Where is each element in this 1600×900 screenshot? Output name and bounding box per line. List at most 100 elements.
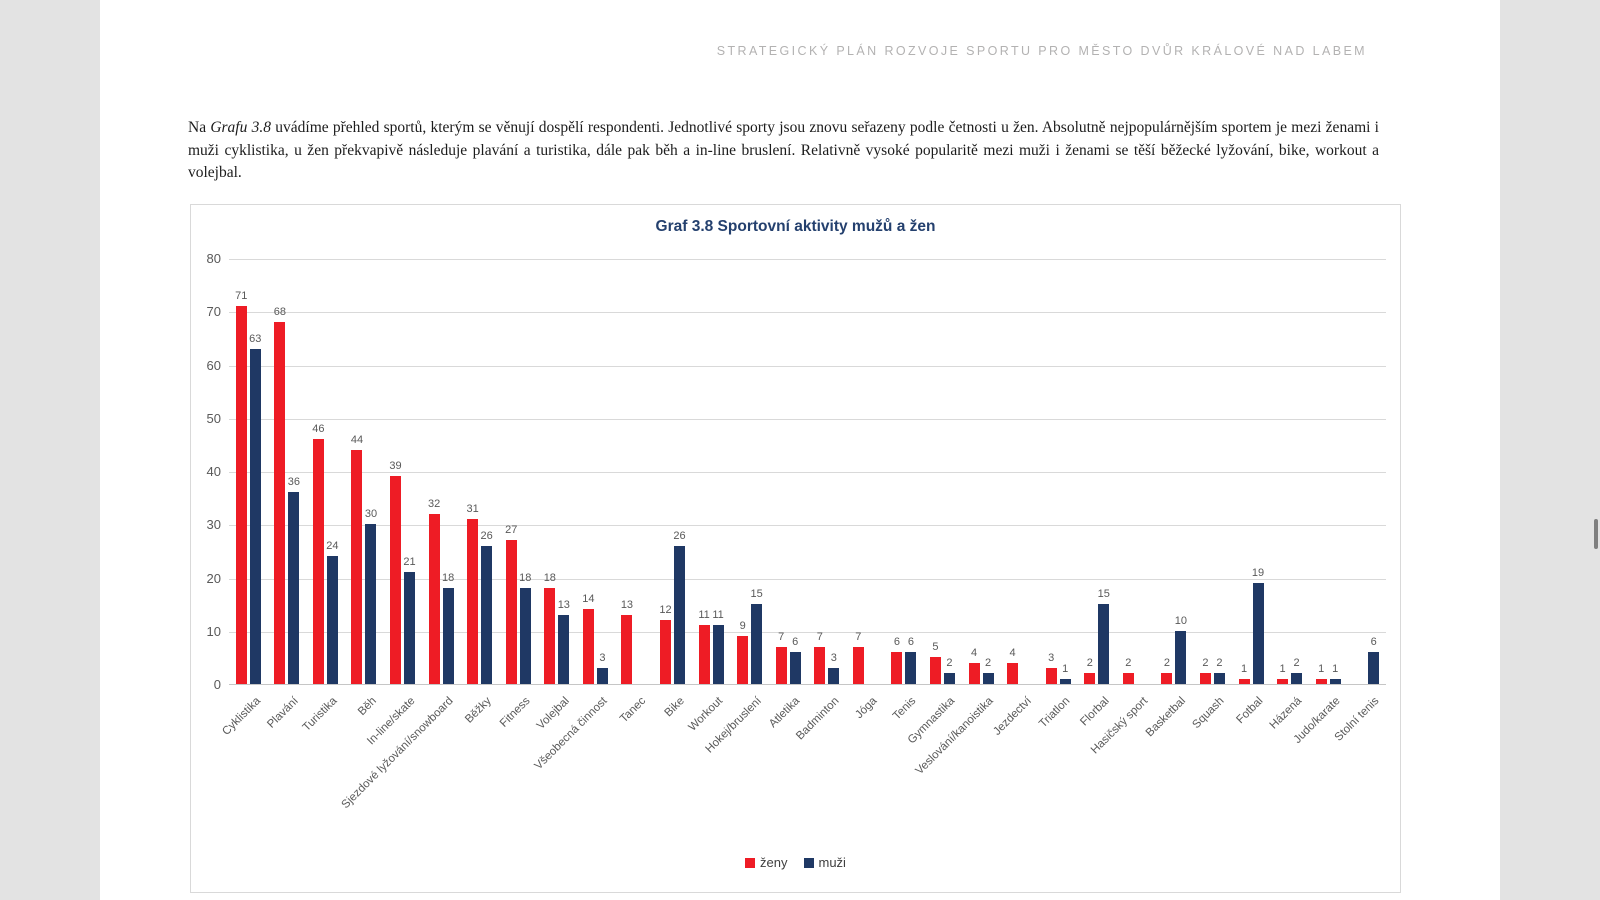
bar-zeny	[505, 540, 517, 684]
bar-muzi	[982, 673, 994, 684]
gridline	[229, 631, 1386, 633]
bar-zeny	[698, 625, 710, 684]
bar-zeny	[1161, 673, 1173, 684]
gridline	[229, 578, 1386, 580]
bar-value-label: 46	[312, 423, 325, 436]
scrollbar-thumb[interactable]	[1594, 519, 1598, 549]
gridline	[229, 525, 1386, 527]
x-axis-label: Cyklistika	[219, 695, 263, 738]
bar-value-label: 3	[1048, 652, 1055, 665]
bar-muzi	[1329, 678, 1341, 684]
bar-muzi	[365, 524, 377, 684]
bar-zeny	[775, 646, 787, 684]
bar-zeny	[1238, 678, 1250, 684]
chart-legend: ženy muži	[191, 855, 1400, 870]
x-axis-label: Florbal	[1077, 695, 1112, 729]
y-axis-label: 70	[206, 304, 221, 320]
plot-area: 0 10 20 30 40 50 60 70 80 71 63 Cyklistika 68 36 Plavá…	[207, 251, 1386, 811]
bar-muzi	[596, 668, 608, 684]
x-axis-label: Atletika	[767, 695, 803, 731]
bar-value-label: 1	[1062, 662, 1069, 675]
bar-muzi	[519, 588, 531, 684]
bar-value-label: 1	[1318, 662, 1325, 675]
bar-muzi	[712, 625, 724, 684]
x-axis-label: Běh	[355, 695, 379, 718]
bar-muzi	[288, 492, 300, 684]
bar-value-label: 26	[480, 529, 493, 542]
legend-swatch	[803, 857, 814, 868]
bar-value-label: 3	[599, 652, 606, 665]
bar-zeny	[428, 513, 440, 684]
x-axis-label: Veslování/kanoistika	[913, 695, 996, 778]
bar-zeny	[274, 321, 286, 684]
bar-value-label: 2	[946, 657, 953, 670]
bar-zeny	[891, 652, 903, 684]
bar-value-label: 18	[519, 572, 532, 585]
bar-value-label: 2	[1202, 657, 1209, 670]
bar-value-label: 68	[273, 305, 286, 318]
x-axis-label: Házená	[1267, 695, 1305, 732]
paragraph-text: uvádíme přehled sportů, kterým se věnují…	[188, 119, 1379, 181]
bar-zeny	[814, 646, 826, 684]
gridline	[229, 418, 1386, 420]
x-axis-label: Plavání	[265, 695, 302, 731]
x-axis-label: Workout	[686, 695, 726, 734]
bar-muzi	[1098, 604, 1110, 684]
y-axis-label: 60	[206, 357, 221, 373]
bar-value-label: 21	[403, 556, 416, 569]
x-axis-label: Fotbal	[1234, 695, 1266, 727]
bar-value-label: 6	[792, 636, 799, 649]
bar-zeny	[1045, 668, 1057, 684]
legend-item: ženy	[745, 855, 788, 870]
y-axis-label: 50	[206, 410, 221, 426]
paragraph-italic-reference: Grafu 3.8	[210, 119, 271, 136]
bar-value-label: 2	[984, 657, 992, 670]
bar-value-label: 1	[1332, 662, 1339, 675]
bar-value-label: 6	[1370, 636, 1377, 649]
bar-value-label: 13	[620, 598, 634, 611]
bar-zeny	[1199, 673, 1211, 684]
bar-zeny	[351, 449, 363, 684]
bar-value-label: 14	[582, 593, 595, 606]
bar-zeny	[467, 518, 479, 684]
bar-zeny	[544, 588, 556, 684]
bar-value-label: 2	[1163, 657, 1170, 670]
bar-value-label: 44	[350, 433, 364, 446]
bar-value-label: 3	[830, 652, 837, 665]
x-axis-label: Fitness	[498, 695, 533, 730]
bar-value-label: 26	[673, 529, 686, 542]
bar-muzi	[828, 668, 840, 684]
bar-value-label: 36	[287, 476, 300, 489]
bar-muzi	[674, 545, 686, 684]
y-axis-label: 10	[206, 623, 221, 639]
bar-value-label: 12	[659, 604, 672, 617]
y-axis-label: 0	[213, 677, 221, 692]
x-axis-label: Jóga	[853, 695, 880, 722]
bar-value-label: 4	[1009, 646, 1016, 659]
bar-muzi	[943, 673, 955, 684]
bar-value-label: 18	[543, 572, 556, 585]
gridline	[229, 365, 1386, 367]
bar-muzi	[558, 614, 570, 684]
x-axis-label: Bike	[662, 695, 688, 720]
bar-muzi	[481, 545, 493, 684]
bar-value-label: 2	[1125, 657, 1132, 670]
bar-muzi	[404, 572, 416, 684]
bar-value-label: 1	[1240, 662, 1248, 675]
x-axis-label: Volejbal	[534, 695, 572, 732]
bar-zeny	[1277, 678, 1289, 684]
bar-muzi	[751, 604, 763, 684]
bar-value-label: 15	[1097, 588, 1110, 601]
bar-value-label: 31	[466, 502, 479, 515]
x-axis-label: Běžky	[463, 695, 495, 726]
bar-zeny	[1084, 673, 1096, 684]
bar-zeny	[1315, 678, 1327, 684]
x-axis-label: Jezdectví	[991, 695, 1035, 738]
x-axis-label: Všeobecná činnost	[532, 695, 610, 773]
bar-muzi	[1059, 678, 1071, 684]
x-axis-label: Turistika	[300, 695, 340, 734]
x-axis-label: Tanec	[618, 695, 649, 726]
bar-muzi	[1213, 673, 1225, 684]
bar-value-label: 11	[712, 609, 724, 622]
bar-value-label: 27	[505, 524, 518, 537]
